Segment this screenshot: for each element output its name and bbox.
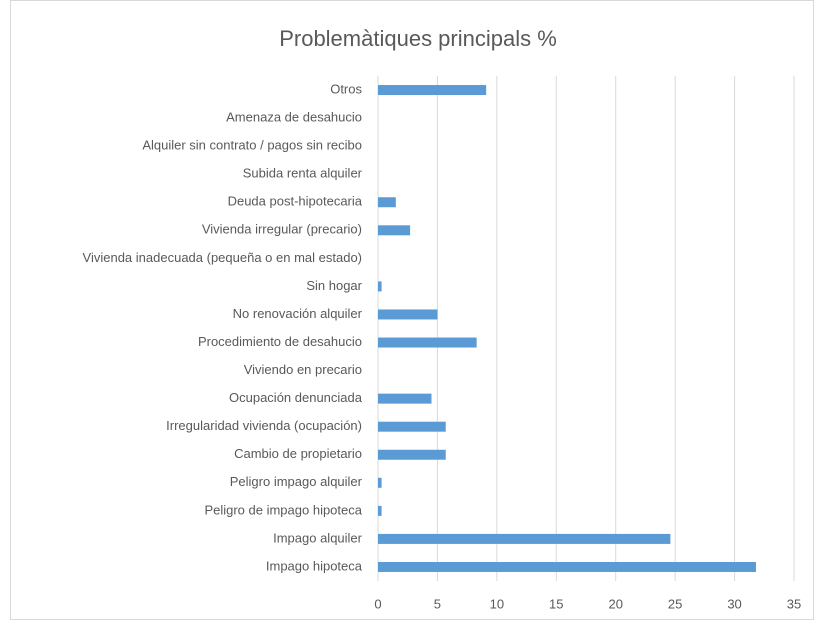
- bar: [378, 197, 396, 208]
- bar: [378, 561, 756, 572]
- bar: [378, 505, 382, 516]
- y-tick-label: Peligro de impago hipoteca: [204, 502, 362, 517]
- bar: [378, 281, 382, 292]
- y-tick-label: Cambio de propietario: [234, 446, 362, 461]
- x-tick-label: 35: [787, 596, 801, 611]
- y-tick-label: Otros: [330, 81, 362, 96]
- y-tick-label: Ocupación denunciada: [229, 390, 363, 405]
- x-tick-label: 0: [374, 596, 381, 611]
- y-tick-label: Amenaza de desahucio: [226, 110, 362, 125]
- y-tick-label: No renovación alquiler: [233, 306, 363, 321]
- bar: [378, 337, 477, 348]
- y-tick-label: Subida renta alquiler: [243, 166, 363, 181]
- y-tick-label: Impago alquiler: [273, 530, 363, 545]
- x-tick-label: 30: [727, 596, 741, 611]
- y-tick-label: Irregularidad vivienda (ocupación): [166, 418, 362, 433]
- y-tick-label: Sin hogar: [306, 278, 362, 293]
- bar: [378, 533, 671, 544]
- chart-title: Problemàtiques principals %: [279, 26, 557, 51]
- y-tick-label: Peligro impago alquiler: [230, 474, 363, 489]
- x-tick-label: 5: [434, 596, 441, 611]
- x-tick-label: 15: [549, 596, 563, 611]
- x-tick-label: 25: [668, 596, 682, 611]
- bar: [378, 477, 382, 488]
- bar: [378, 449, 446, 460]
- y-tick-label: Impago hipoteca: [266, 558, 363, 573]
- bar: [378, 85, 487, 96]
- y-tick-label: Deuda post-hipotecaria: [228, 194, 363, 209]
- bar: [378, 309, 438, 320]
- y-tick-label: Procedimiento de desahucio: [198, 334, 362, 349]
- bar: [378, 421, 446, 432]
- y-tick-label: Viviendo en precario: [244, 362, 362, 377]
- x-tick-label: 10: [490, 596, 504, 611]
- chart-border: [10, 0, 814, 620]
- x-tick-label: 20: [608, 596, 622, 611]
- y-tick-label: Alquiler sin contrato / pagos sin recibo: [142, 138, 362, 153]
- bar: [378, 393, 432, 404]
- y-tick-label: Vivienda inadecuada (pequeña o en mal es…: [83, 250, 362, 265]
- y-tick-label: Vivienda irregular (precario): [202, 222, 362, 237]
- bar: [378, 225, 411, 236]
